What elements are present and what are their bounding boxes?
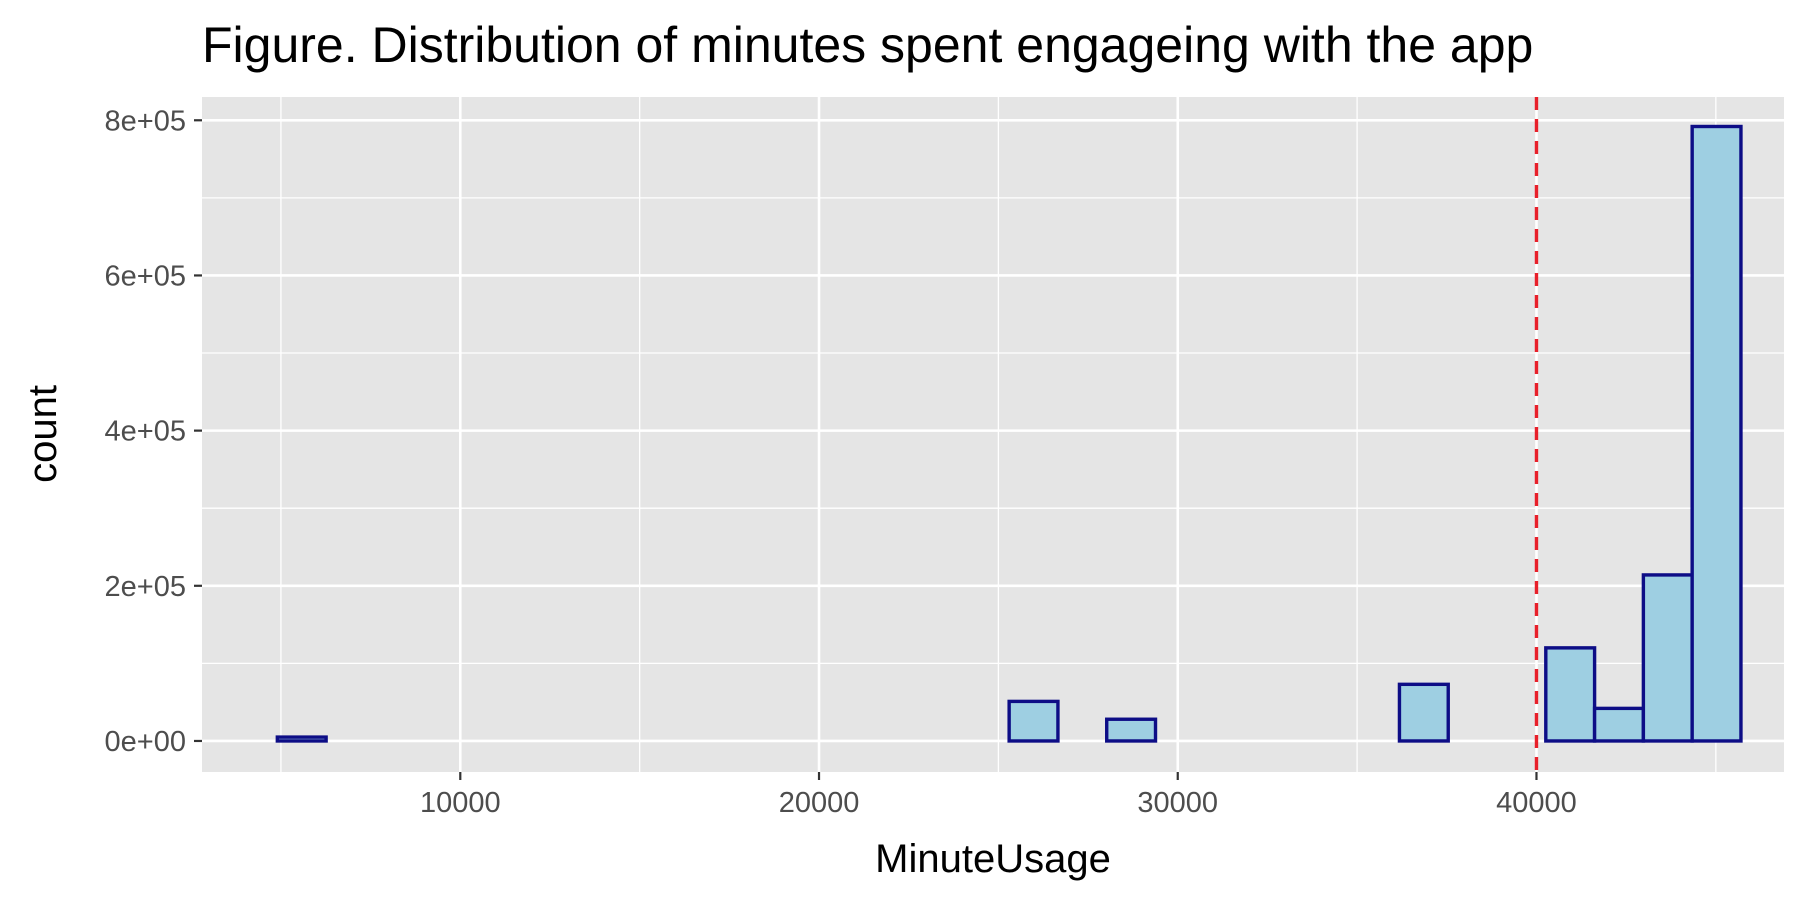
x-tick-label: 40000 — [1496, 787, 1577, 819]
x-axis: 10000 20000 30000 40000 — [420, 772, 1577, 819]
y-tick-label: 6e+05 — [105, 260, 186, 292]
plot-panel — [202, 97, 1784, 772]
histogram-bar — [1007, 699, 1060, 743]
histogram-bar — [1397, 682, 1450, 743]
minor-gridlines — [202, 97, 1784, 772]
histogram-bar — [1690, 124, 1743, 743]
x-tick-label: 10000 — [420, 787, 501, 819]
major-gridlines — [202, 97, 1784, 772]
y-tick-label: 4e+05 — [105, 416, 186, 448]
y-axis-title: count — [21, 385, 65, 483]
y-tick-label: 8e+05 — [105, 105, 186, 137]
y-tick-label: 2e+05 — [105, 571, 186, 603]
histogram-bar — [1105, 717, 1158, 743]
chart-title: Figure. Distribution of minutes spent en… — [202, 17, 1533, 73]
x-axis-title: MinuteUsage — [875, 837, 1111, 881]
x-tick-label: 20000 — [779, 787, 860, 819]
x-tick-label: 30000 — [1137, 787, 1218, 819]
histogram-bar — [1544, 646, 1597, 743]
y-tick-label: 0e+00 — [105, 726, 186, 758]
histogram-bars — [275, 124, 1743, 743]
y-axis: 0e+00 2e+05 4e+05 6e+05 8e+05 — [105, 105, 202, 758]
histogram-bar — [275, 735, 328, 743]
histogram-bar — [1592, 706, 1646, 743]
histogram-bar — [1641, 573, 1694, 743]
